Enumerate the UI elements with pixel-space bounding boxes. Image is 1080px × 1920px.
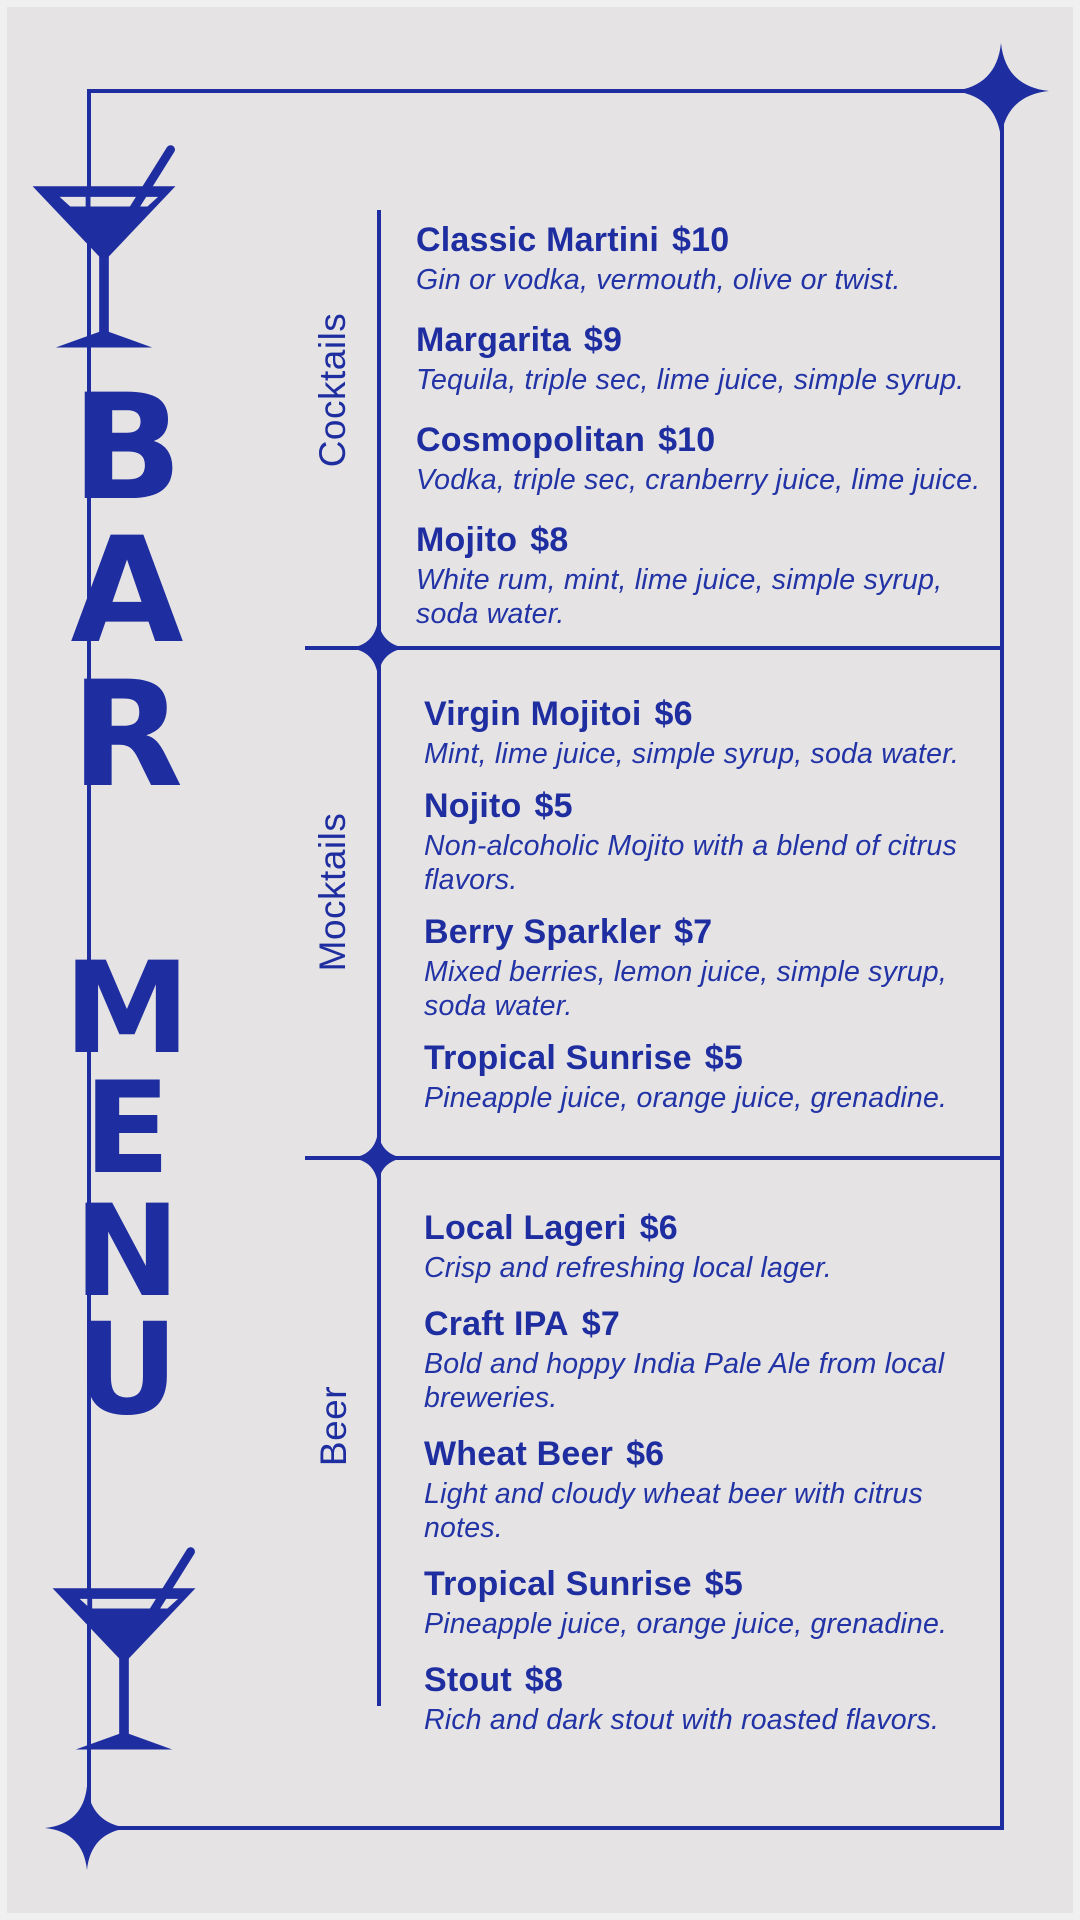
item-title: Local Lageri $6 (424, 1209, 1024, 1247)
item-title: Virgin Mojitoi $6 (424, 695, 1024, 733)
item-description: White rum, mint, lime juice, simple syru… (416, 564, 943, 630)
item-name: Stout (424, 1661, 512, 1699)
sparkle-icon (351, 1131, 405, 1185)
section-label-beer: Beer (313, 1385, 354, 1467)
item-name: Margarita (416, 321, 571, 359)
item-title: Tropical Sunrise $5 (424, 1039, 1024, 1077)
vertical-title-letter: U (75, 1295, 179, 1443)
sparkle-icon (953, 43, 1049, 139)
item-description: Rich and dark stout with roasted flavors… (424, 1704, 940, 1736)
item-name: Berry Sparkler (424, 913, 662, 951)
menu-item: Craft IPA $7 Bold and hoppy India Pale A… (424, 1305, 1024, 1415)
vertical-title-letter: N (73, 1177, 181, 1325)
menu-item: Berry Sparkler $7 Mixed berries, lemon j… (424, 913, 1024, 1023)
menu-item: Tropical Sunrise $5 Pineapple juice, ora… (424, 1039, 1024, 1115)
menu-item: Wheat Beer $6 Light and cloudy wheat bee… (424, 1435, 1024, 1545)
section-divider-line-1 (305, 646, 1002, 650)
item-description: Vodka, triple sec, cranberry juice, lime… (416, 464, 981, 496)
martini-glass-icon (45, 1540, 203, 1762)
vertical-title-letter: B (71, 363, 183, 533)
item-title: Mojito $8 (416, 521, 1016, 559)
item-name: Mojito (416, 521, 518, 559)
item-description: Crisp and refreshing local lager. (424, 1252, 832, 1284)
item-title: Berry Sparkler $7 (424, 913, 1024, 951)
item-price: $8 (530, 521, 569, 559)
item-description: Gin or vodka, vermouth, olive or twist. (416, 264, 901, 296)
martini-glass-icon (25, 138, 183, 360)
item-title: Wheat Beer $6 (424, 1435, 1024, 1473)
item-name: Wheat Beer (424, 1435, 614, 1473)
menu-item: Tropical Sunrise $5 Pineapple juice, ora… (424, 1565, 1024, 1641)
item-name: Nojito (424, 787, 522, 825)
item-price: $6 (654, 695, 693, 733)
menu-items-divider-line (377, 210, 381, 1706)
frame-top-line (87, 89, 1002, 93)
item-price: $6 (639, 1209, 678, 1247)
item-price: $9 (583, 321, 623, 359)
item-description: Non-alcoholic Mojito with a blend of cit… (424, 830, 957, 896)
section-divider-line-2 (305, 1156, 1002, 1160)
section-beer-items: Local Lageri $6 Crisp and refreshing loc… (424, 1209, 1024, 1757)
item-name: Cosmopolitan (416, 421, 646, 459)
item-description: Tequila, triple sec, lime juice, simple … (416, 364, 965, 396)
section-mocktails-items: Virgin Mojitoi $6 Mint, lime juice, simp… (424, 695, 1024, 1131)
item-price: $10 (671, 221, 730, 259)
menu-item: Local Lageri $6 Crisp and refreshing loc… (424, 1209, 1024, 1285)
vertical-title-letter: M (63, 934, 191, 1082)
menu-item: Mojito $8 White rum, mint, lime juice, s… (416, 521, 1016, 631)
item-name: Local Lageri (424, 1209, 627, 1247)
item-description: Bold and hoppy India Pale Ale from local… (424, 1348, 945, 1414)
menu-item: Classic Martini $10 Gin or vodka, vermou… (416, 221, 1016, 297)
sparkle-icon (349, 619, 407, 677)
item-price: $7 (674, 913, 713, 951)
item-title: Margarita $9 (416, 321, 1016, 359)
item-description: Mixed berries, lemon juice, simple syrup… (424, 956, 947, 1022)
frame-right-line (1000, 89, 1004, 1830)
menu-item: Stout $8 Rich and dark stout with roaste… (424, 1661, 1024, 1737)
item-title: Nojito $5 (424, 787, 1024, 825)
item-title: Stout $8 (424, 1661, 1024, 1699)
item-price: $7 (581, 1305, 620, 1343)
item-title: Classic Martini $10 (416, 221, 1016, 259)
sparkle-icon (45, 1786, 129, 1870)
item-name: Craft IPA (424, 1305, 569, 1343)
item-name: Virgin Mojitoi (424, 695, 642, 733)
item-description: Pineapple juice, orange juice, grenadine… (424, 1082, 948, 1114)
item-description: Light and cloudy wheat beer with citrus … (424, 1478, 923, 1544)
frame-bottom-line (87, 1826, 1004, 1830)
item-title: Tropical Sunrise $5 (424, 1565, 1024, 1603)
item-price: $5 (704, 1565, 743, 1603)
vertical-title-letter: R (70, 650, 184, 820)
item-name: Classic Martini (416, 221, 659, 259)
item-title: Craft IPA $7 (424, 1305, 1024, 1343)
menu-item: Margarita $9 Tequila, triple sec, lime j… (416, 321, 1016, 397)
section-label-mocktails: Mocktails (312, 812, 353, 972)
item-price: $8 (524, 1661, 564, 1699)
item-name: Tropical Sunrise (424, 1039, 692, 1077)
item-description: Pineapple juice, orange juice, grenadine… (424, 1608, 948, 1640)
item-title: Cosmopolitan $10 (416, 421, 1016, 459)
section-label-cocktails: Cocktails (312, 312, 353, 468)
item-price: $6 (626, 1435, 665, 1473)
item-description: Mint, lime juice, simple syrup, soda wat… (424, 738, 959, 770)
menu-item: Cosmopolitan $10 Vodka, triple sec, cran… (416, 421, 1016, 497)
vertical-title-letter: A (70, 506, 184, 676)
item-price: $5 (534, 787, 573, 825)
frame-left-line (87, 89, 91, 1830)
item-name: Tropical Sunrise (424, 1565, 692, 1603)
item-price: $10 (658, 421, 716, 459)
menu-item: Nojito $5 Non-alcoholic Mojito with a bl… (424, 787, 1024, 897)
menu-item: Virgin Mojitoi $6 Mint, lime juice, simp… (424, 695, 1024, 771)
section-cocktails-items: Classic Martini $10 Gin or vodka, vermou… (416, 221, 1016, 655)
item-price: $5 (704, 1039, 743, 1077)
vertical-title-letter: E (83, 1054, 171, 1202)
